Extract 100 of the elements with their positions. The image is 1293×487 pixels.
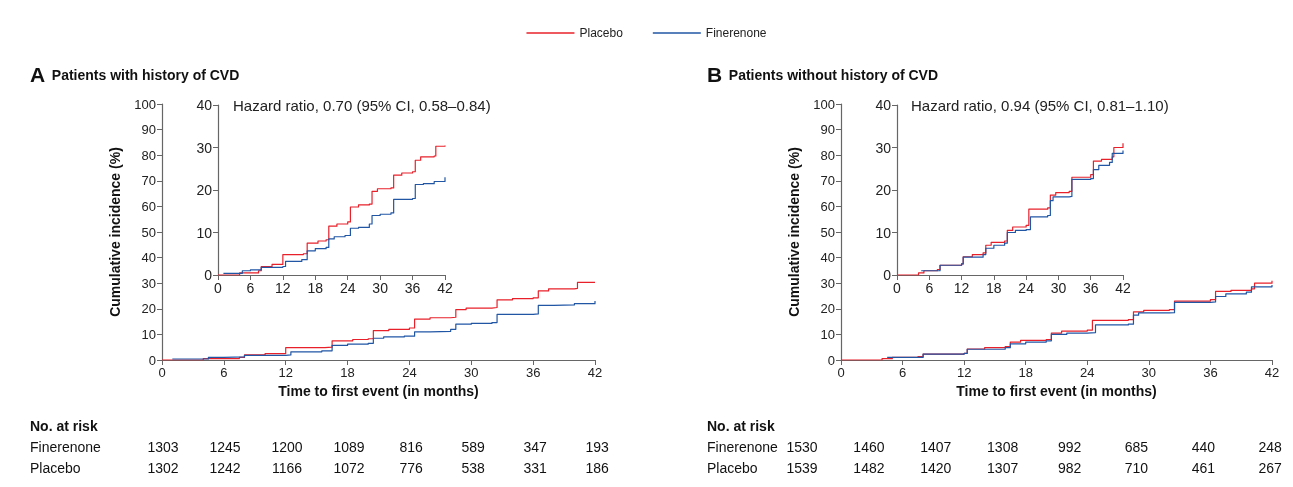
text: 331 xyxy=(523,460,547,476)
y-tick-label: 0 xyxy=(827,352,835,368)
annotation: Hazard ratio, 0.94 (95% CI, 0.81–1.10) xyxy=(911,96,1169,114)
text: 1482 xyxy=(853,460,885,476)
y-tick-label: 0 xyxy=(204,267,213,283)
x-tick-label: 30 xyxy=(464,365,479,380)
text: 1530 xyxy=(786,439,818,455)
y-tick-label: 20 xyxy=(141,301,156,317)
y-tick-label: 90 xyxy=(820,122,835,138)
x-tick-label: 24 xyxy=(1080,365,1095,380)
text: 1407 xyxy=(920,439,952,455)
y-tick-label: 40 xyxy=(820,250,835,266)
x-tick-label: 30 xyxy=(372,280,389,296)
chart-title: A Patients with history of CVD xyxy=(30,63,240,86)
text: No. at risk xyxy=(30,418,98,434)
text: No. at risk xyxy=(707,418,775,434)
text: 1308 xyxy=(987,439,1019,455)
text: 1166 xyxy=(272,460,303,476)
x-tick-label: 36 xyxy=(1203,365,1218,380)
text: Finerenone xyxy=(707,439,778,455)
text: 1420 xyxy=(920,460,952,476)
y-tick-label: 40 xyxy=(196,97,213,113)
text: 816 xyxy=(399,439,423,455)
x-tick-label: 6 xyxy=(925,280,934,296)
y-tick-label: 50 xyxy=(820,224,835,240)
text: 589 xyxy=(461,439,485,455)
x-tick-label: 12 xyxy=(278,365,293,380)
text: 1460 xyxy=(853,439,885,455)
x-tick-label: 30 xyxy=(1050,280,1067,296)
text: 1539 xyxy=(786,460,818,476)
x-tick-label: 0 xyxy=(893,280,902,296)
text: 776 xyxy=(399,460,423,476)
y-tick-label: 50 xyxy=(141,224,156,240)
x-tick-label: 36 xyxy=(1082,280,1099,296)
y-tick-label: 0 xyxy=(883,267,892,283)
legend-label: Placebo xyxy=(579,26,624,40)
x-tick-label: 18 xyxy=(340,365,355,380)
text: 992 xyxy=(1057,439,1082,455)
text: 1303 xyxy=(147,439,179,455)
y-tick-label: 10 xyxy=(141,326,156,342)
text: 538 xyxy=(461,460,485,476)
text: 248 xyxy=(1258,439,1282,455)
y-tick-label: 80 xyxy=(820,147,835,163)
x-tick-label: 24 xyxy=(1018,280,1035,296)
x-tick-label: 24 xyxy=(402,365,417,380)
x-tick-label: 30 xyxy=(1141,365,1157,380)
chart-title: B Patients without history of CVD xyxy=(707,63,939,86)
text: 186 xyxy=(585,460,609,476)
y-tick-label: 60 xyxy=(141,198,156,214)
x-tick-label: 42 xyxy=(587,365,603,380)
y-tick-label: 20 xyxy=(875,182,892,198)
y-tick-label: 100 xyxy=(813,96,835,112)
x-tick-label: 12 xyxy=(956,365,972,380)
text: 1200 xyxy=(271,439,303,455)
y-tick-label: 90 xyxy=(141,122,156,138)
x-axis-title: Time to first event (in months) xyxy=(956,382,1157,399)
y-tick-label: 30 xyxy=(875,139,892,156)
x-tick-label: 42 xyxy=(1115,280,1131,296)
text: 1242 xyxy=(209,460,241,476)
y-tick-label: 70 xyxy=(141,173,156,189)
y-axis-title: Cumulative incidence (%) xyxy=(107,147,123,317)
y-tick-label: 20 xyxy=(196,182,213,198)
y-tick-label: 10 xyxy=(875,224,892,241)
y-tick-label: 20 xyxy=(820,301,835,317)
y-tick-label: 30 xyxy=(196,139,213,156)
text: 193 xyxy=(585,439,609,455)
text: 1072 xyxy=(333,460,365,476)
text: Placebo xyxy=(30,460,81,476)
y-tick-label: 100 xyxy=(134,96,156,112)
text: 710 xyxy=(1124,460,1149,476)
text: 440 xyxy=(1191,439,1215,455)
x-tick-label: 36 xyxy=(404,280,421,296)
y-tick-label: 70 xyxy=(820,173,835,189)
text: 982 xyxy=(1057,460,1082,476)
text: 267 xyxy=(1258,460,1282,476)
y-tick-label: 0 xyxy=(148,352,156,368)
y-axis-title: Cumulative incidence (%) xyxy=(786,147,802,317)
y-tick-label: 60 xyxy=(820,198,835,214)
x-tick-label: 6 xyxy=(246,280,255,296)
x-tick-label: 6 xyxy=(220,365,228,380)
x-tick-label: 18 xyxy=(307,280,324,296)
x-tick-label: 0 xyxy=(837,365,845,380)
text: 685 xyxy=(1124,439,1149,455)
x-tick-label: 12 xyxy=(953,280,970,296)
text: 1307 xyxy=(987,460,1019,476)
y-tick-label: 10 xyxy=(196,224,213,241)
text: 1089 xyxy=(333,439,365,455)
y-tick-label: 40 xyxy=(141,250,156,266)
text: 1302 xyxy=(147,460,179,476)
legend-label: Finerenone xyxy=(705,26,767,40)
x-tick-label: 24 xyxy=(339,280,356,296)
y-tick-label: 80 xyxy=(141,147,156,163)
text: Placebo xyxy=(707,460,758,476)
x-tick-label: 0 xyxy=(214,280,223,296)
x-tick-label: 0 xyxy=(158,365,166,380)
text: 461 xyxy=(1191,460,1215,476)
text: 347 xyxy=(523,439,547,455)
annotation: Hazard ratio, 0.70 (95% CI, 0.58–0.84) xyxy=(233,96,491,114)
x-tick-label: 6 xyxy=(898,365,907,380)
x-tick-label: 42 xyxy=(1264,365,1280,380)
